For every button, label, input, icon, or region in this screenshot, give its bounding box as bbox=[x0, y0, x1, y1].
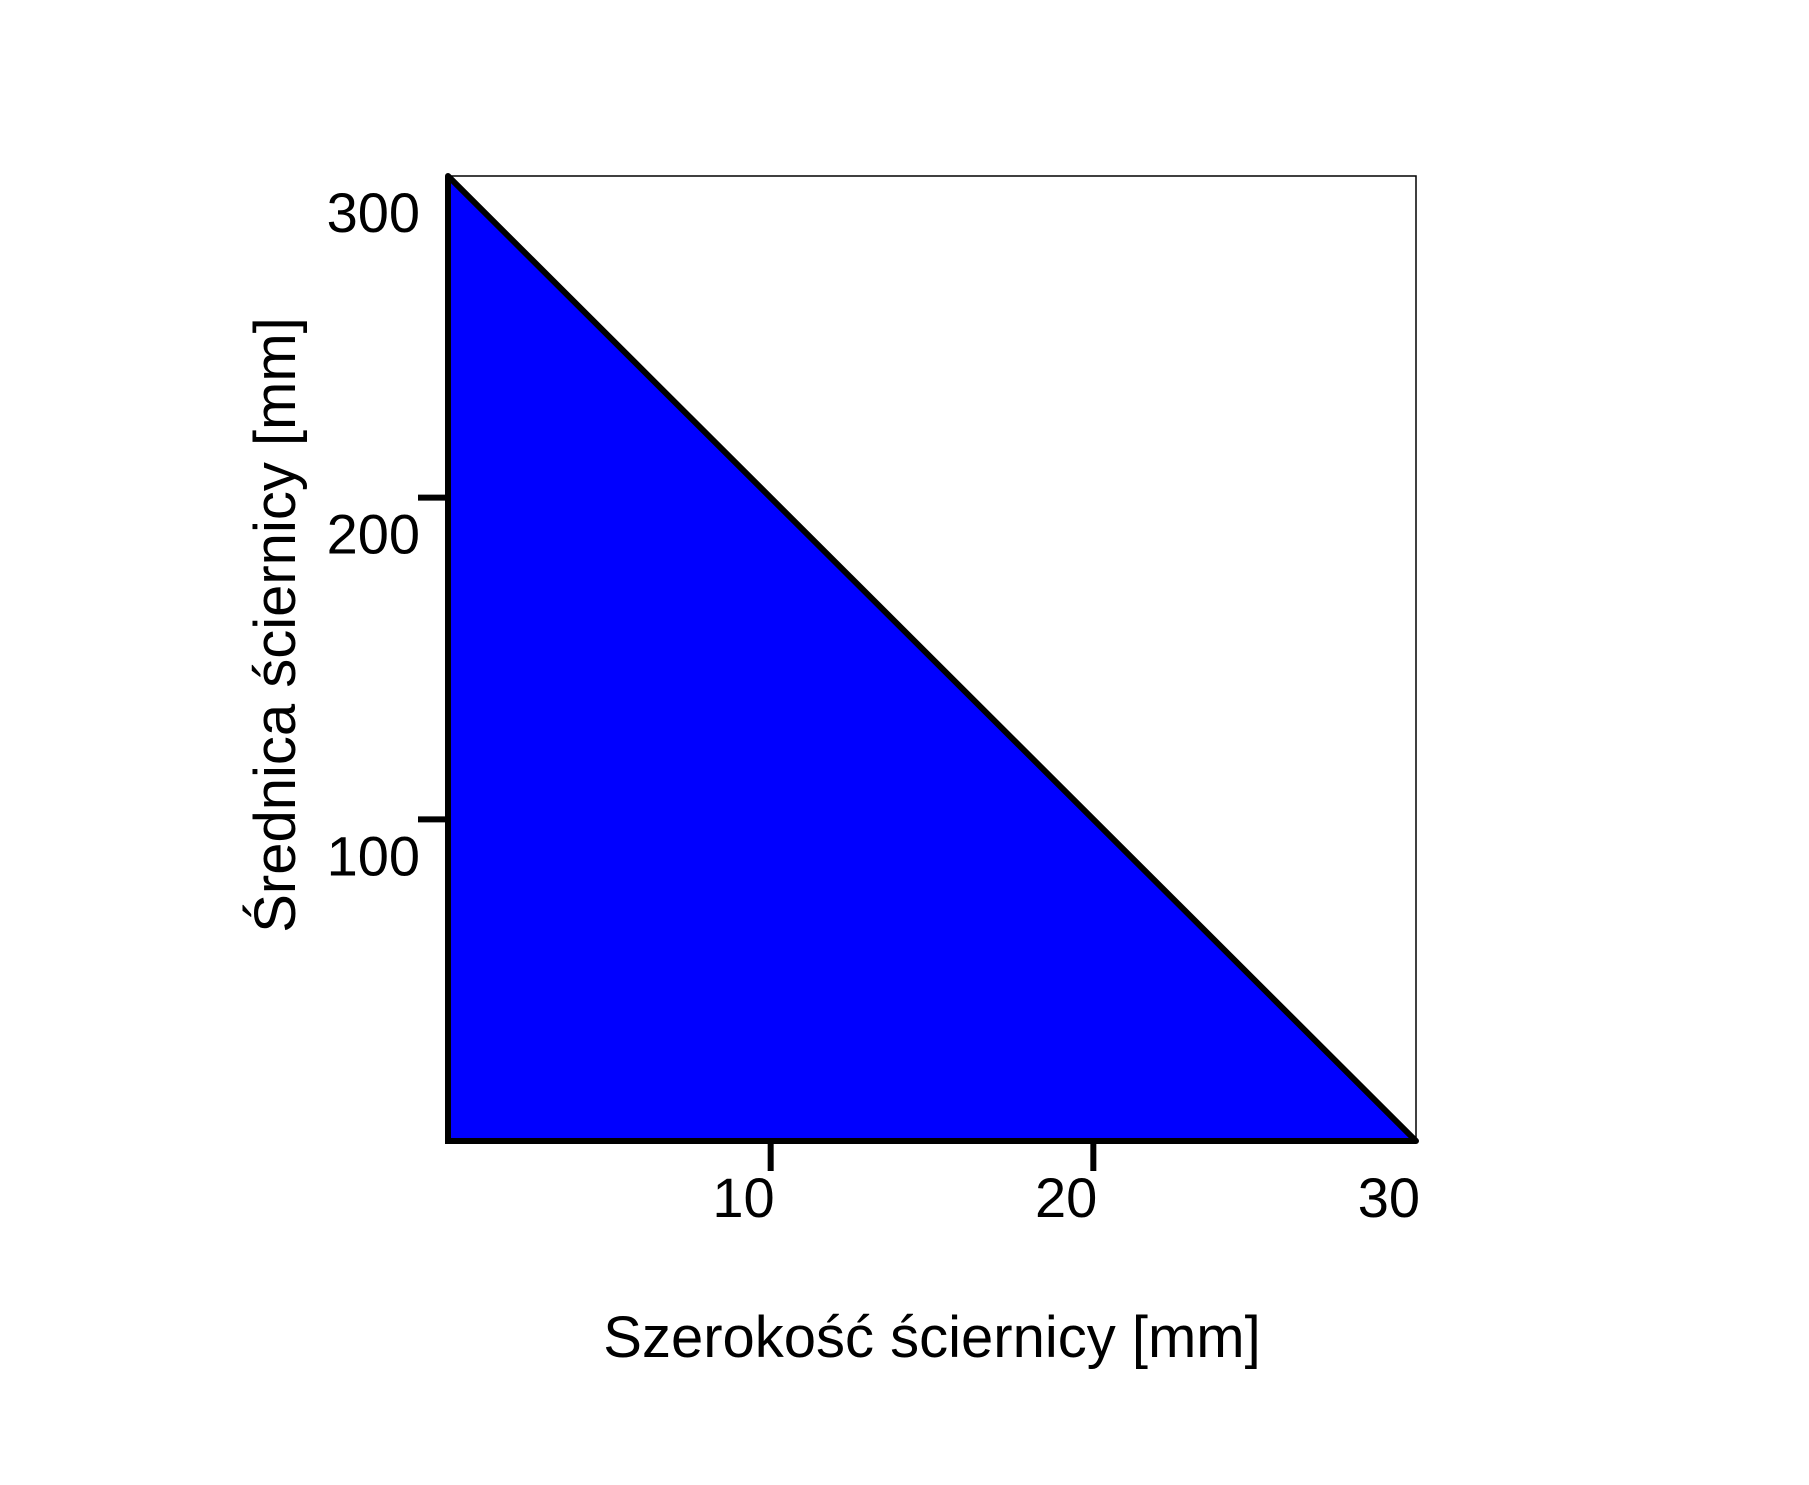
x-tick-label: 10 bbox=[712, 1166, 774, 1229]
area-series-line bbox=[445, 173, 1419, 1144]
y-axis-title: Średnica ściernicy [mm] bbox=[243, 317, 308, 933]
x-tick-label: 30 bbox=[1358, 1166, 1420, 1229]
x-axis-title: Szerokość ściernicy [mm] bbox=[603, 1305, 1260, 1370]
x-tick-label: 20 bbox=[1035, 1166, 1097, 1229]
y-tick-label: 200 bbox=[327, 503, 420, 566]
y-tick-label: 300 bbox=[327, 181, 420, 244]
x-axis-ticks: 10 20 30 bbox=[712, 1141, 1420, 1229]
y-tick-label: 100 bbox=[327, 824, 420, 887]
y-axis-ticks: 100 200 300 bbox=[327, 181, 448, 887]
